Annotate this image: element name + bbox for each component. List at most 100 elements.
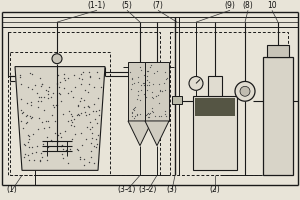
- Point: [146, 111, 151, 114]
- Point: [26, 133, 31, 137]
- Point: [94, 109, 98, 112]
- Point: [64, 149, 69, 152]
- Point: [146, 115, 151, 119]
- Point: [40, 82, 45, 85]
- Point: [155, 69, 160, 72]
- Point: [66, 119, 70, 122]
- Circle shape: [240, 86, 250, 96]
- Point: [132, 114, 137, 117]
- Point: [27, 137, 32, 140]
- Point: [82, 110, 87, 113]
- Polygon shape: [145, 121, 169, 146]
- Point: [40, 83, 45, 86]
- Point: [79, 132, 84, 135]
- Point: [162, 89, 167, 92]
- Point: [57, 93, 62, 96]
- Point: [132, 82, 137, 85]
- Point: [36, 127, 41, 130]
- Point: [38, 77, 43, 80]
- Point: [19, 109, 23, 112]
- Point: [38, 96, 43, 99]
- Point: [132, 116, 136, 119]
- Point: [54, 81, 59, 84]
- Point: [38, 159, 43, 162]
- Point: [87, 82, 92, 86]
- Point: [55, 133, 60, 136]
- Text: (5): (5): [122, 1, 132, 10]
- Point: [85, 104, 90, 107]
- Point: [88, 74, 92, 77]
- Point: [153, 94, 158, 97]
- Point: [18, 97, 23, 100]
- Point: [80, 143, 84, 147]
- Point: [160, 89, 165, 92]
- Point: [37, 158, 42, 161]
- Point: [80, 77, 85, 80]
- Point: [152, 71, 157, 74]
- Point: [77, 155, 82, 158]
- Point: [29, 100, 34, 104]
- Point: [75, 112, 80, 115]
- Point: [58, 135, 63, 139]
- Point: [59, 143, 64, 146]
- Point: [85, 90, 90, 93]
- Point: [148, 64, 153, 67]
- Point: [95, 122, 100, 125]
- Point: [157, 114, 161, 117]
- Text: (1-1): (1-1): [88, 1, 106, 10]
- Point: [42, 126, 47, 130]
- Circle shape: [189, 76, 203, 90]
- Point: [149, 95, 154, 98]
- Point: [59, 99, 64, 103]
- Point: [82, 157, 86, 160]
- Point: [71, 95, 76, 98]
- Text: (1): (1): [7, 185, 17, 194]
- Point: [51, 103, 56, 106]
- Point: [154, 94, 159, 97]
- Text: (7): (7): [153, 1, 164, 10]
- Point: [60, 112, 65, 115]
- Point: [36, 99, 40, 102]
- Point: [84, 137, 88, 141]
- Point: [145, 78, 150, 81]
- Point: [68, 124, 73, 127]
- Point: [78, 157, 82, 161]
- Point: [134, 114, 139, 117]
- Point: [147, 112, 152, 115]
- Point: [86, 105, 91, 108]
- Point: [149, 91, 154, 94]
- Polygon shape: [128, 121, 152, 146]
- Point: [68, 148, 72, 151]
- Point: [81, 163, 86, 166]
- Point: [28, 115, 33, 118]
- Point: [147, 65, 152, 68]
- Point: [55, 103, 60, 107]
- Point: [24, 113, 29, 116]
- Point: [45, 96, 50, 99]
- Point: [49, 95, 54, 99]
- Point: [147, 80, 152, 83]
- Point: [96, 96, 101, 99]
- Point: [79, 72, 84, 75]
- Point: [53, 104, 58, 107]
- Point: [163, 109, 168, 113]
- Point: [130, 76, 134, 79]
- Point: [87, 161, 92, 164]
- Point: [158, 88, 163, 91]
- Point: [26, 153, 31, 156]
- Point: [62, 76, 67, 79]
- Point: [136, 89, 141, 92]
- Point: [130, 83, 134, 86]
- Point: [37, 96, 42, 99]
- Point: [129, 111, 134, 115]
- Point: [89, 141, 94, 145]
- Point: [24, 121, 29, 125]
- Circle shape: [52, 54, 62, 64]
- Point: [61, 87, 66, 90]
- Point: [46, 92, 50, 95]
- Point: [30, 87, 34, 90]
- Point: [143, 113, 148, 117]
- Point: [135, 112, 140, 115]
- Point: [71, 124, 76, 127]
- Point: [27, 71, 32, 74]
